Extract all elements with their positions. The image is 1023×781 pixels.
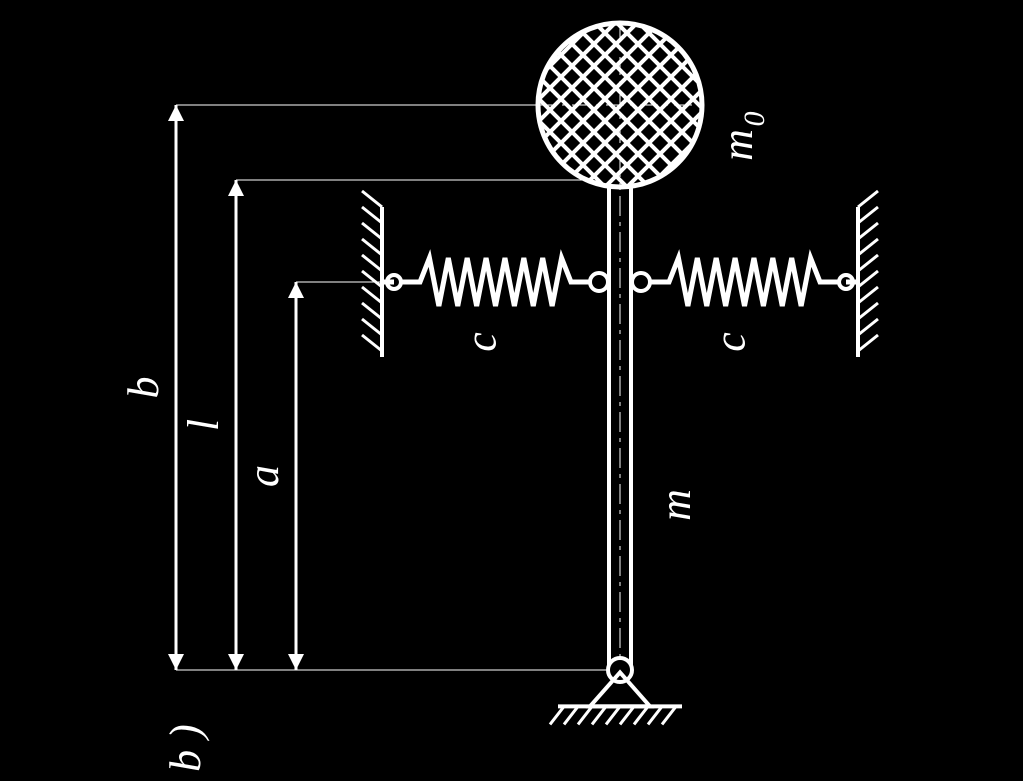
svg-text:m: m <box>713 129 762 161</box>
diagram-root: albmm0ccb ) <box>0 0 1023 781</box>
dim-label-b: b <box>119 377 168 399</box>
spring-label: c <box>457 332 506 352</box>
spring-eye <box>590 273 608 291</box>
tip-mass-label: m0 <box>713 112 771 161</box>
bar-mass-label: m <box>651 489 700 521</box>
spring <box>402 258 589 306</box>
svg-text:0: 0 <box>738 112 771 127</box>
figure-caption: b ) <box>161 724 210 772</box>
dim-label-a: a <box>239 465 288 487</box>
dim-label-l: l <box>179 419 228 431</box>
diagram-svg: albmm0ccb ) <box>0 0 1023 781</box>
spring-label: c <box>706 332 755 352</box>
spring-eye <box>632 273 650 291</box>
spring <box>651 258 838 306</box>
